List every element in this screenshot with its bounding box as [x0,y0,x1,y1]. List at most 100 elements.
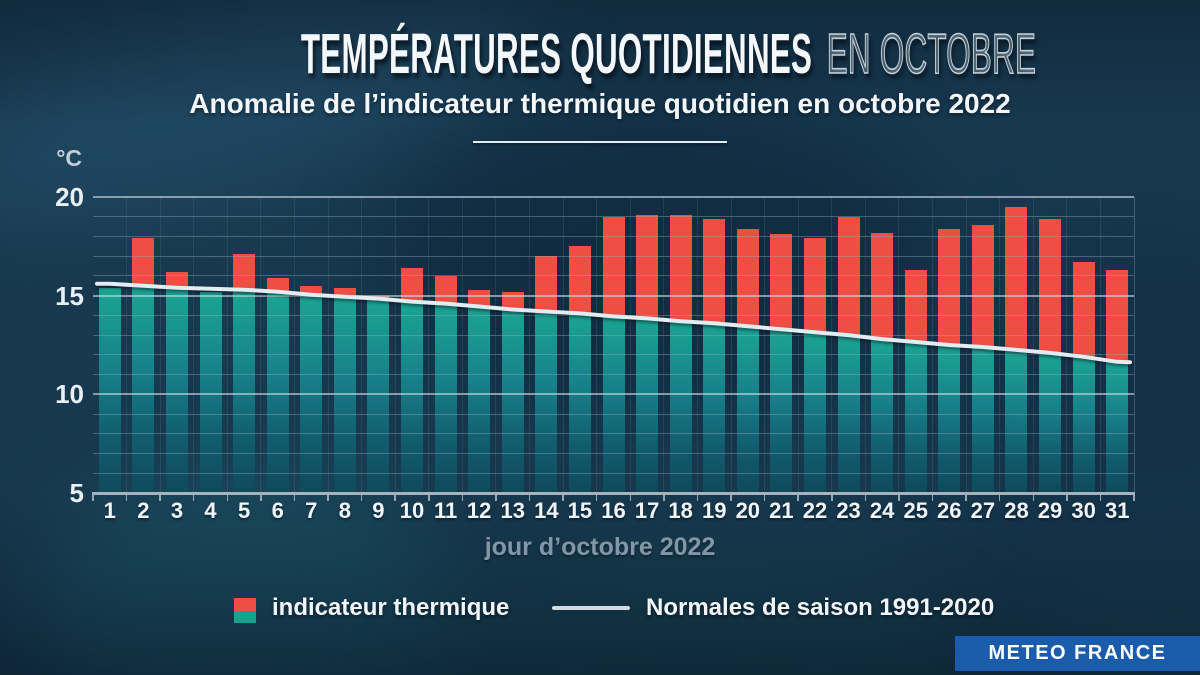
vertical-gridline [1066,197,1068,493]
bar-day-13-below-normal [501,309,524,493]
x-tick-label-day-28: 28 [1004,498,1029,523]
legend-swatch-teal-half [234,610,256,623]
minor-gridline [93,334,1134,336]
x-tick-label-day-21: 21 [769,498,794,523]
bar-day-16-above-normal [602,216,625,317]
title-main-text: TEMPÉRATURES QUOTIDIENNES [300,22,813,86]
x-axis-tick [797,494,799,501]
major-gridline [93,294,1134,297]
bar-day-1-below-normal [98,287,121,493]
bar-day-28-above-normal [1005,206,1028,350]
x-axis-title: jour d’octobre 2022 [484,533,716,561]
bar-day-11-below-normal [434,303,457,493]
bar-day-17-above-normal [636,214,659,319]
bar-day-16-below-normal [602,316,625,493]
vertical-gridline [495,197,497,493]
vertical-gridline [361,197,363,493]
bar-day-14-below-normal [535,311,558,493]
x-tick-label-day-6: 6 [271,498,284,523]
x-tick-label-day-26: 26 [937,498,962,523]
x-axis-tick [595,494,598,501]
vertical-gridline [797,197,799,493]
vertical-gridline [529,197,531,493]
x-tick-label-day-1: 1 [103,498,116,523]
x-tick-label-day-16: 16 [601,498,626,523]
x-tick-label-day-24: 24 [869,498,895,523]
title-secondary-text: EN OCTOBRE [826,22,1037,86]
bar-day-17-below-normal [636,318,659,493]
minor-gridline [93,433,1134,435]
x-tick-label-day-31: 31 [1104,498,1130,523]
bar-day-9-below-normal [367,298,390,493]
bar-day-29-below-normal [1039,352,1062,493]
vertical-gridline [126,197,128,493]
bar-day-25-below-normal [904,342,927,493]
x-axis-tick [1066,494,1068,501]
vertical-gridline [159,197,161,493]
x-axis-tick [293,494,296,501]
bar-day-20-above-normal [736,228,759,327]
vertical-gridline [864,197,866,493]
x-axis-tick [663,494,665,501]
x-axis-tick [461,494,464,501]
vertical-gridline [428,197,430,493]
vertical-gridline [932,197,934,493]
x-axis-line [92,492,1135,495]
vertical-gridline [193,197,195,493]
bar-day-7-above-normal [300,285,323,295]
x-axis-tick [92,494,94,501]
x-tick-label-day-3: 3 [170,498,184,523]
vertical-gridline [965,197,967,493]
x-axis-tick [1032,494,1034,501]
legend-bar-swatch [234,598,256,623]
vertical-gridline [461,197,463,493]
vertical-gridline [1099,197,1101,493]
bar-day-25-above-normal [904,270,927,343]
minor-gridline [93,472,1134,474]
x-axis-tick [931,494,934,501]
vertical-gridline [394,197,396,493]
bar-day-15-below-normal [568,313,591,493]
x-tick-label-day-22: 22 [802,498,828,523]
bar-day-5-below-normal [233,289,256,493]
vertical-gridline [999,197,1001,493]
minor-gridline [93,314,1134,316]
bar-day-22-below-normal [803,332,826,493]
vertical-gridline [898,197,900,493]
bar-day-24-below-normal [871,339,894,493]
logo-text: METEO FRANCE [988,642,1167,664]
x-axis-tick [192,494,195,501]
x-tick-label-day-19: 19 [701,498,727,523]
bar-day-24-above-normal [871,232,894,340]
x-tick-label-day-9: 9 [372,498,385,523]
minor-gridline [93,275,1134,277]
bar-day-18-below-normal [669,321,692,493]
bar-day-22-above-normal [803,238,826,333]
x-tick-label-day-18: 18 [668,498,693,523]
x-tick-label-day-12: 12 [466,498,492,523]
bar-day-27-below-normal [971,346,994,493]
x-axis-tick [965,494,967,501]
bar-day-29-above-normal [1039,218,1062,353]
x-tick-label-day-2: 2 [137,498,150,523]
x-axis-tick [394,494,396,501]
bar-day-30-below-normal [1072,356,1095,493]
x-tick-label-day-30: 30 [1071,498,1096,523]
vertical-gridline [293,197,295,493]
minor-gridline [93,413,1134,415]
subtitle: Anomalie de l’indicateur thermique quoti… [189,88,1011,119]
legend-swatch-red-half [234,598,256,611]
x-tick-label-day-10: 10 [399,498,425,523]
bar-day-6-above-normal [266,277,289,292]
legend-bar-label: indicateur thermique [272,594,510,621]
minor-gridline [93,216,1134,218]
x-axis-tick [327,494,329,501]
legend-line-swatch [552,606,630,610]
bar-day-5-above-normal [233,254,256,290]
major-gridline [93,393,1134,396]
x-tick-label-day-20: 20 [735,498,761,523]
x-tick-label-day-29: 29 [1037,498,1063,523]
x-axis-tick [898,494,900,501]
x-tick-label-day-7: 7 [305,498,318,523]
vertical-gridline [226,197,228,493]
